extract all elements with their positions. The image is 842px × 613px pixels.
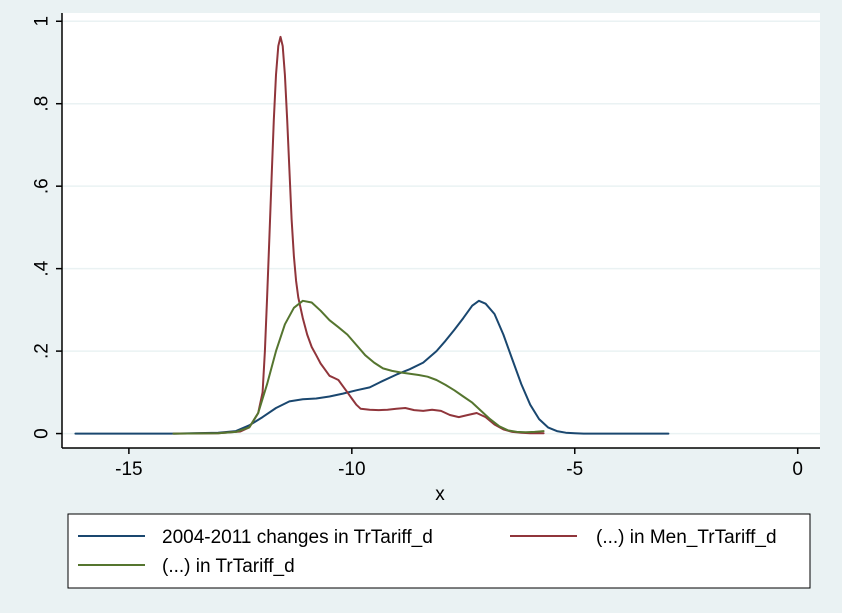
x-tick-label: -15: [115, 459, 142, 480]
series-lines: [74, 35, 670, 435]
legend-item-1: (...) in Men_TrTariff_d: [510, 527, 777, 548]
y-tick-label: 0: [32, 428, 53, 439]
series-line-2: [172, 299, 545, 435]
y-tick-label: .4: [32, 260, 53, 276]
legend-label-2: (...) in TrTariff_d: [162, 556, 295, 577]
legend-label-1: (...) in Men_TrTariff_d: [596, 527, 777, 548]
x-tick-label: -10: [338, 459, 365, 480]
legend-item-2: (...) in TrTariff_d: [78, 556, 295, 577]
legend-box: [67, 513, 811, 589]
y-tick-label: .6: [32, 178, 53, 194]
series-line-0: [74, 299, 670, 435]
legend-label-0: 2004-2011 changes in TrTariff_d: [162, 527, 433, 548]
x-tick-label: 0: [792, 459, 803, 480]
x-axis-title: x: [435, 484, 445, 505]
series-line-1: [172, 35, 545, 435]
x-tick-label: -5: [566, 459, 583, 480]
y-tick-label: 1: [32, 16, 53, 27]
x-axis-ticks: -15 -10 -5 0: [115, 448, 803, 480]
y-tick-label: .2: [32, 343, 53, 359]
y-tick-label: .8: [32, 96, 53, 112]
legend-item-0: 2004-2011 changes in TrTariff_d: [78, 527, 433, 548]
y-axis-ticks: 0 .2 .4 .6 .8 1: [32, 16, 62, 439]
plot-area: [62, 13, 820, 448]
